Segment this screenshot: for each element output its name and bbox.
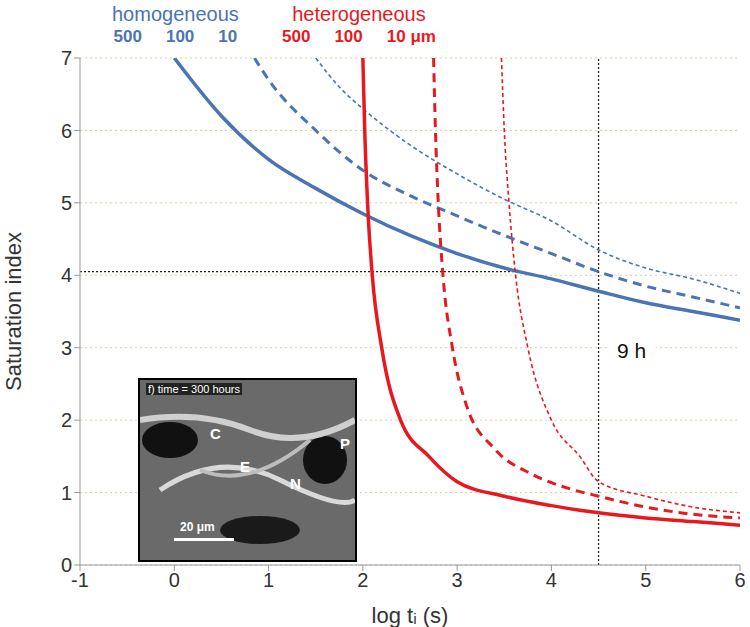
svg-text:0: 0 [61, 554, 72, 576]
html-text:heterogeneous: heterogeneous [292, 3, 426, 25]
html-text:N: N [290, 475, 301, 492]
svg-text:4: 4 [546, 569, 557, 591]
html-text:10 μm: 10 μm [386, 27, 436, 46]
svg-text:-1: -1 [71, 569, 89, 591]
html-text:20 μm: 20 μm [180, 520, 215, 534]
html-text:100: 100 [165, 27, 195, 46]
svg-text:5: 5 [640, 569, 651, 591]
svg-text:Saturation index: Saturation index [1, 232, 26, 391]
html-text:500: 500 [113, 27, 142, 46]
html-text:P: P [340, 435, 350, 452]
svg-text:9 h: 9 h [617, 339, 646, 362]
html-text:500: 500 [282, 27, 311, 46]
svg-text:6: 6 [734, 569, 745, 591]
html-text:10: 10 [218, 27, 238, 46]
html-text:C: C [210, 425, 221, 442]
svg-text:3: 3 [452, 569, 463, 591]
html-text:homogeneous: homogeneous [112, 3, 239, 25]
svg-text:log tᵢ (s): log tᵢ (s) [372, 603, 449, 627]
svg-text:2: 2 [357, 569, 368, 591]
svg-text:3: 3 [61, 337, 72, 359]
svg-text:2: 2 [61, 409, 72, 431]
html-text:100: 100 [334, 27, 363, 46]
html-text:E: E [240, 458, 250, 475]
svg-text:4: 4 [61, 264, 72, 286]
svg-text:6: 6 [61, 120, 72, 142]
svg-text:1: 1 [61, 482, 72, 504]
svg-text:0: 0 [169, 569, 180, 591]
svg-text:1: 1 [263, 569, 274, 591]
html-text:f) time = 300 hours: f) time = 300 hours [148, 383, 240, 395]
svg-text:7: 7 [61, 47, 72, 69]
svg-text:5: 5 [61, 192, 72, 214]
